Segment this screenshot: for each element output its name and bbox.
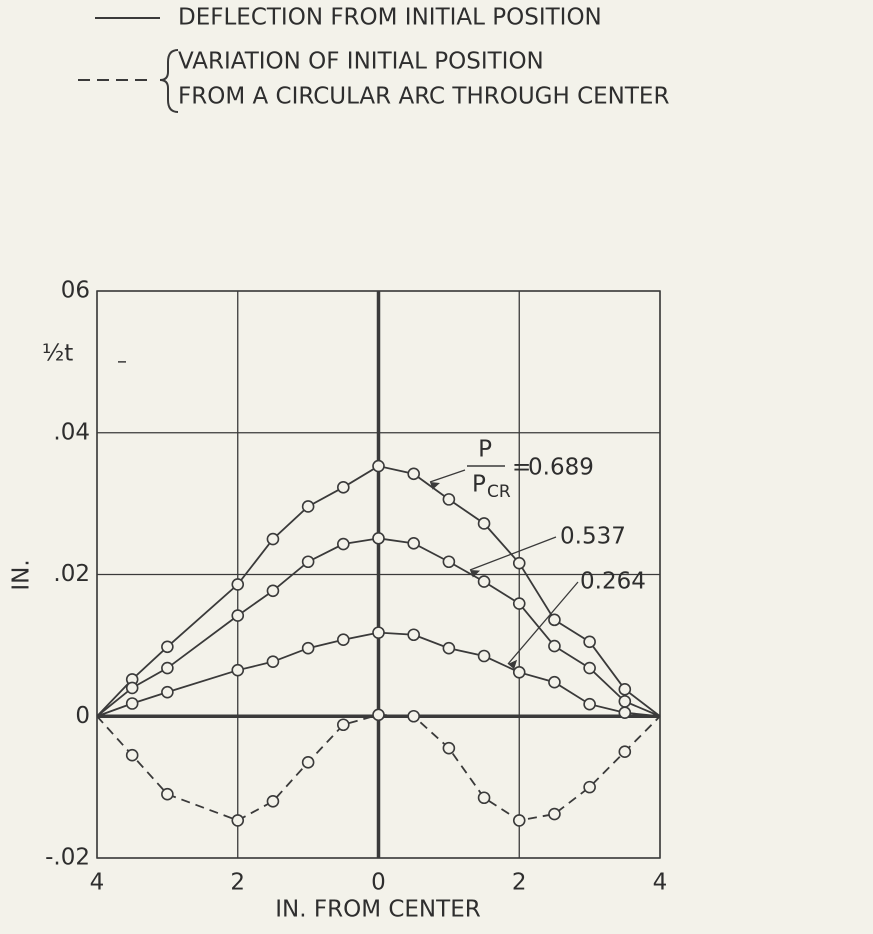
data-point [266,655,280,668]
series-line [96,713,661,822]
y-tick-label: .02 [53,561,90,587]
leader-line [429,469,466,483]
arrow-head [470,570,481,578]
y-tick-label: 06 [61,278,90,304]
data-point [407,709,420,723]
data-point [161,661,174,675]
arrow-head [430,482,441,490]
data-point [618,745,632,758]
x-tick-label: 2 [230,870,245,896]
legend-label: VARIATION OF INITIAL POSITION [178,49,544,75]
data-point [477,649,491,663]
data-point [231,578,245,591]
data-point [512,814,526,827]
leader-line [469,536,557,571]
data-point [231,609,245,622]
x-tick-label: 4 [653,870,668,896]
data-point [231,663,245,677]
arrow-head [508,659,518,670]
data-point [125,681,139,695]
y-axis-label: IN. [9,559,35,590]
data-point [161,787,174,801]
data-point [337,481,350,494]
data-point [548,807,561,821]
data-point [372,626,385,639]
annotation: ½t [42,340,73,366]
data-point [372,708,385,722]
data-point [372,459,385,473]
data-point [301,500,315,513]
data-point [301,756,315,769]
data-point [372,532,385,545]
data-point [161,685,174,699]
x-tick-label: 0 [371,870,386,896]
series-line [96,537,661,718]
data-point [125,748,139,762]
data-point [442,555,456,569]
data-point [337,537,350,551]
data-point [583,780,596,794]
y-tick-label: -.02 [45,845,90,871]
data-point [583,635,596,649]
data-point [548,639,561,653]
data-point [266,532,280,546]
data-point [548,675,561,689]
x-tick-label: 2 [512,870,527,896]
data-point [266,794,280,808]
curve-label: 0.689 [528,455,594,481]
data-point [618,683,632,696]
y-tick-label: 0 [75,703,90,729]
data-point [231,814,245,827]
curve-label: 0.537 [560,524,626,550]
data-point [301,555,315,569]
legend-brace [159,49,179,113]
x-tick-label: 4 [90,870,105,896]
data-point [407,628,420,642]
data-point [337,633,350,647]
y-tick-label: .04 [53,419,90,445]
data-point [512,556,526,570]
legend-label: FROM A CIRCULAR ARC THROUGH CENTER [178,84,669,110]
ratio-subscript: CR [487,482,511,502]
data-point [618,706,632,720]
data-point [548,613,561,627]
ratio-numerator: P [478,437,492,463]
ratio-denominator: P [472,472,486,498]
data-point [583,661,596,675]
data-point [512,597,526,610]
data-point [442,641,456,655]
data-point [266,584,280,598]
data-point [477,517,491,530]
data-point [125,697,139,710]
data-point [477,575,491,588]
data-point [583,697,596,711]
data-point [407,537,420,550]
ratio-equals: = [512,455,531,481]
data-point [442,741,456,755]
curve-label: 0.264 [580,569,646,595]
series-line [96,465,661,717]
plot-frame [96,290,661,859]
data-point [512,666,526,679]
data-point [301,641,315,655]
x-axis-label: IN. FROM CENTER [275,897,480,923]
data-point [407,467,420,481]
legend-label: DEFLECTION FROM INITIAL POSITION [178,5,602,31]
data-point [477,791,491,805]
data-point [337,718,350,732]
leader-line [507,581,579,665]
data-point [618,695,632,708]
data-point [161,640,174,654]
data-point [442,493,456,506]
series-line [96,631,661,718]
